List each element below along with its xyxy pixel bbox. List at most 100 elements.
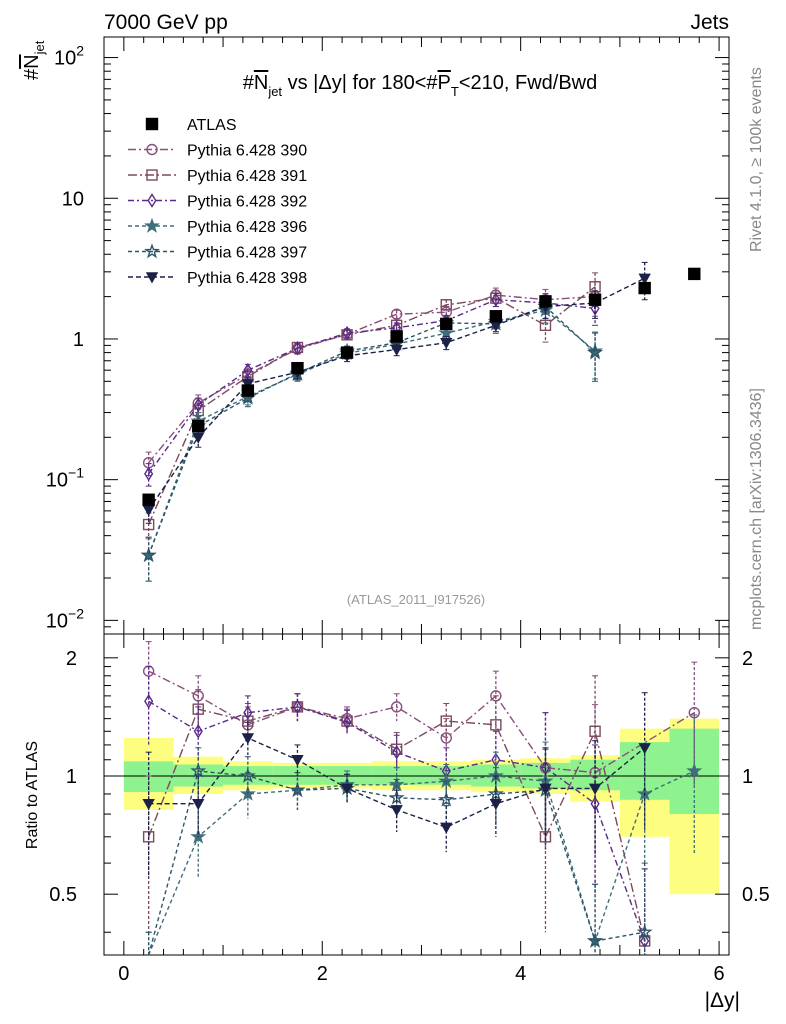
series-point <box>590 301 600 316</box>
atlas-point <box>539 295 552 308</box>
legend-label: Pythia 6.428 390 <box>187 143 307 160</box>
ratio-point <box>144 693 154 709</box>
legend-marker <box>146 169 158 181</box>
title-hash: # <box>243 72 255 94</box>
ratio-point <box>390 701 403 713</box>
title-nsub: jet <box>267 84 282 99</box>
series-point <box>192 432 205 444</box>
ratio-point <box>587 932 604 948</box>
title-mid: vs |Δy| for 180< <box>282 72 426 94</box>
ratio-point <box>292 699 303 715</box>
header-right: Jets <box>690 11 729 34</box>
ratio-point <box>440 822 453 834</box>
series-point <box>390 308 403 320</box>
ratio-point <box>239 767 256 783</box>
ratio-point <box>440 732 452 744</box>
title-nbar: N <box>254 72 268 94</box>
series-s391 <box>142 272 651 955</box>
series-point <box>390 344 403 357</box>
ratio-point <box>539 783 552 795</box>
atlas-point <box>489 310 503 323</box>
series-line <box>147 286 596 525</box>
ratio-point <box>142 831 155 843</box>
series-s392 <box>144 292 650 955</box>
series-point <box>144 466 154 482</box>
y-tick-label: 102 <box>54 43 84 70</box>
ratio-point <box>438 791 455 807</box>
series-point <box>243 362 253 378</box>
ratio-axis-label: Ratio to ATLAS <box>24 741 41 849</box>
ratio-point <box>289 781 306 798</box>
ratio-point <box>489 799 503 811</box>
ratio-point <box>390 743 403 755</box>
ratio-point <box>491 752 501 768</box>
series-s397 <box>140 296 653 956</box>
series-line <box>148 294 596 464</box>
legend-marker <box>144 243 160 259</box>
y-tick-label: 10−2 <box>46 605 84 632</box>
atlas-point <box>340 346 354 359</box>
ratio-point <box>190 762 207 778</box>
x-tick-label: 4 <box>515 963 526 985</box>
ratio-point <box>640 933 650 949</box>
y-tick-label: 1 <box>73 329 84 351</box>
ratio-tick-label: 2 <box>66 648 77 670</box>
series-point <box>491 292 501 308</box>
legend-label: Pythia 6.428 391 <box>187 168 307 185</box>
ratio-point <box>291 755 304 767</box>
atlas-point <box>588 293 602 306</box>
ratio-point <box>589 725 601 737</box>
analysis-watermark: (ATLAS_2011_I917526) <box>347 592 485 607</box>
legend-label: Pythia 6.428 397 <box>187 245 307 262</box>
series-point <box>342 325 352 341</box>
ylabel-hash: # <box>21 68 43 80</box>
series-point <box>241 379 255 391</box>
ratio-point <box>638 743 651 755</box>
ratio-tick-label-right: 1 <box>742 766 753 788</box>
legend-label-atlas: ATLAS <box>187 117 237 134</box>
ratio-point <box>142 799 155 811</box>
series-point <box>142 505 155 517</box>
atlas-point <box>440 317 453 331</box>
x-axis-label: |Δy| <box>705 989 740 1012</box>
legend-label: Pythia 6.428 396 <box>187 219 307 236</box>
data-marks <box>140 261 703 956</box>
series-point <box>638 273 651 285</box>
series-point <box>440 299 452 311</box>
ratio-point <box>686 762 703 778</box>
atlas-point <box>638 281 651 295</box>
series-atlas <box>142 267 701 506</box>
title-hash2: # <box>426 72 438 94</box>
chart-title: #Njet vs |Δy| for 180<#PT<210, Fwd/Bwd <box>243 72 598 99</box>
ratio-point <box>490 719 502 731</box>
ratio-tick-label-right: 0.5 <box>742 884 770 906</box>
ratio-point <box>342 715 352 730</box>
title-tail: <210, Fwd/Bwd <box>459 72 597 94</box>
series-point <box>587 344 604 360</box>
ratio-point <box>590 796 600 812</box>
ratio-panel-frame <box>103 633 730 956</box>
ratio-bands <box>123 718 720 895</box>
axes: 0 2 4 6 10−2 10−1 1 10 102 0.5 0.5 1 1 2 2 <box>46 36 770 985</box>
ratio-point <box>193 723 203 739</box>
ratio-point <box>392 744 402 760</box>
series-line <box>148 298 596 475</box>
ratio-tick-label-right: 2 <box>742 648 753 670</box>
atlas-point <box>142 493 155 506</box>
atlas-point <box>192 419 205 433</box>
x-tick-label: 0 <box>118 963 129 985</box>
legend: ATLAS Pythia 6.428 390 Pythia 6.428 391 Pyt… <box>128 117 307 287</box>
ratio-line <box>147 770 695 956</box>
atlas-point <box>291 361 304 375</box>
series-point <box>140 546 157 563</box>
mcplots-label: mcplots.cern.ch [arXiv:1306.3436] <box>748 388 765 630</box>
legend-marker <box>146 143 158 156</box>
x-tick-label: 2 <box>317 963 328 985</box>
atlas-point <box>241 384 255 397</box>
title-pbar: P <box>438 72 451 94</box>
ratio-point <box>588 783 602 795</box>
x-tick-label: 6 <box>714 963 725 985</box>
atlas-point <box>688 267 701 281</box>
series-point <box>292 340 303 356</box>
